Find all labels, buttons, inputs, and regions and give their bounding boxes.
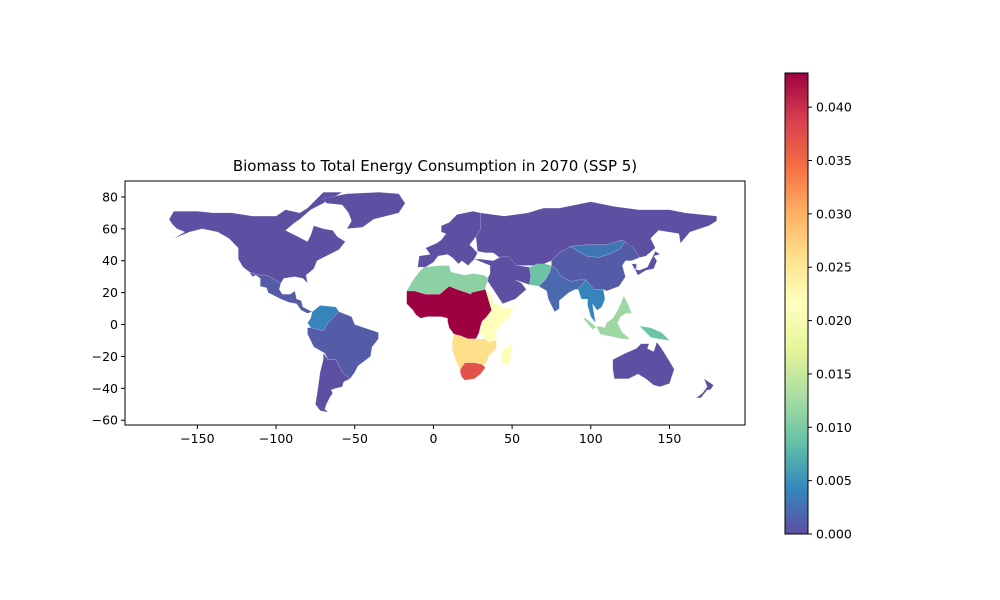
y-tick-label: −20 — [92, 349, 118, 364]
colorbar-ticks: 0.000 0.005 0.010 0.015 0.020 0.025 0.030 0.035… — [808, 100, 852, 542]
region-madagascar — [500, 343, 513, 365]
region-west-and-central-africa — [406, 286, 494, 340]
region-mongolia-north-china — [569, 239, 626, 258]
region-japan-korea — [631, 250, 661, 276]
x-tick-label: −50 — [342, 431, 368, 446]
region-south-africa — [460, 362, 486, 381]
region-middle-east — [474, 255, 532, 305]
region-east-africa — [478, 289, 515, 343]
x-tick-label: 150 — [658, 431, 682, 446]
colorbar-gradient — [784, 72, 809, 535]
colorbar: 0.000 0.005 0.010 0.015 0.020 0.025 0.030 0.035… — [784, 72, 852, 542]
y-tick-label: 80 — [102, 189, 118, 204]
region-russia-and-central-asia — [475, 201, 717, 266]
map-axes: −150 −100 −50 0 50 100 150 −60 −40 −20 0 20 40 60 80 — [92, 189, 682, 446]
x-tick-label: −150 — [180, 431, 214, 446]
region-south-america-amazon — [307, 311, 379, 380]
y-tick-label: 0 — [110, 317, 118, 332]
region-southern-cone — [315, 352, 351, 413]
colorbar-tick-label: 0.005 — [816, 473, 852, 488]
colorbar-tick-label: 0.015 — [816, 366, 852, 381]
y-tick-label: −40 — [92, 381, 118, 396]
x-tick-label: 100 — [579, 431, 603, 446]
x-tick-label: 0 — [429, 431, 437, 446]
y-tick-label: 20 — [102, 285, 118, 300]
colorbar-tick-label: 0.010 — [816, 420, 852, 435]
map-regions — [168, 191, 717, 413]
chart-title: Biomass to Total Energy Consumption in 2… — [233, 157, 637, 175]
x-tick-label: 50 — [504, 431, 520, 446]
colorbar-tick-label: 0.000 — [816, 527, 852, 542]
colorbar-tick-label: 0.040 — [816, 100, 852, 115]
region-north-america — [168, 191, 346, 284]
y-tick-label: 60 — [102, 221, 118, 236]
region-southeast-asia-mainland — [577, 279, 606, 324]
region-greenland-and-europe — [322, 191, 406, 230]
y-tick-label: −60 — [92, 413, 118, 428]
region-indonesia-philippines — [582, 295, 632, 340]
colorbar-tick-label: 0.035 — [816, 153, 852, 168]
colorbar-tick-label: 0.030 — [816, 206, 852, 221]
region-new-guinea — [639, 325, 671, 341]
region-new-zealand — [695, 378, 714, 399]
colorbar-tick-label: 0.025 — [816, 260, 852, 275]
region-europe — [417, 211, 481, 268]
x-tick-label: −100 — [259, 431, 293, 446]
region-australia — [612, 341, 675, 387]
colorbar-tick-label: 0.020 — [816, 313, 852, 328]
region-southern-africa — [452, 333, 497, 370]
y-tick-label: 40 — [102, 253, 118, 268]
map-frame — [124, 180, 746, 426]
